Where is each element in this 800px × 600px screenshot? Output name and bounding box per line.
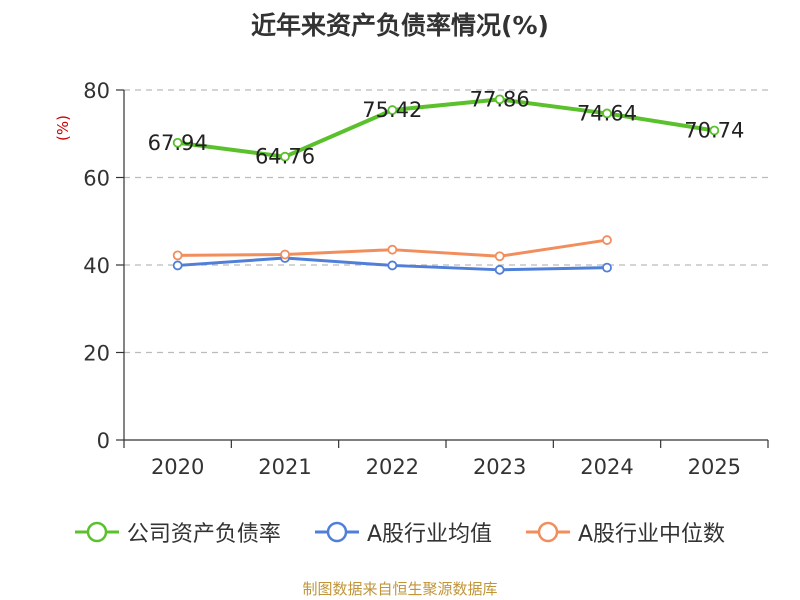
data-point — [172, 137, 183, 148]
data-point — [709, 125, 720, 136]
y-tick-label: 60 — [83, 167, 110, 191]
x-tick-label: 2025 — [688, 455, 741, 479]
chart-legend: 公司资产负债率 A股行业均值 A股行业中位数 — [0, 516, 800, 548]
legend-line-circle-icon — [526, 521, 570, 543]
y-tick-label: 40 — [83, 254, 110, 278]
data-label: 74.64 — [577, 101, 637, 125]
data-point — [494, 251, 505, 262]
y-tick-label: 0 — [97, 429, 110, 453]
legend-line-circle-icon — [314, 521, 359, 543]
data-label: 77.86 — [470, 87, 530, 111]
legend-label-industry-avg: A股行业均值 — [366, 522, 492, 547]
data-point — [280, 151, 290, 162]
y-tick-label: 20 — [83, 342, 110, 366]
data-point — [602, 108, 612, 119]
data-label: 67.94 — [148, 131, 208, 155]
legend-item-industry-median[interactable]: A股行业中位数 — [526, 516, 725, 548]
data-point — [387, 105, 398, 115]
legend-item-company[interactable]: 公司资产负债率 — [74, 516, 281, 548]
legend-label-company: 公司资产负债率 — [126, 522, 281, 547]
legend-label-industry-median: A股行业中位数 — [578, 522, 726, 547]
chart-title: 近年来资产负债率情况(%) — [251, 11, 549, 40]
x-tick-label: 2024 — [580, 455, 633, 479]
y-axis-label: (%) — [54, 115, 72, 141]
data-point — [494, 264, 505, 275]
data-point — [387, 260, 398, 271]
series-line-0 — [177, 97, 715, 159]
x-tick-label: 2020 — [151, 455, 204, 479]
data-point — [602, 262, 612, 273]
data-label: 64.76 — [255, 145, 315, 169]
data-point — [494, 94, 505, 105]
x-tick-label: 2021 — [258, 455, 311, 479]
data-label: 70.74 — [684, 119, 744, 143]
data-point — [387, 244, 398, 255]
data-point — [280, 249, 290, 260]
data-source-note: 制图数据来自恒生聚源数据库 — [302, 580, 498, 598]
data-point — [172, 250, 183, 261]
data-point — [172, 260, 183, 271]
data-label: 75.42 — [362, 98, 422, 122]
legend-item-industry-avg[interactable]: A股行业均值 — [314, 516, 492, 548]
y-tick-label: 80 — [83, 79, 110, 103]
x-tick-label: 2023 — [473, 455, 526, 479]
data-point — [602, 235, 612, 245]
x-tick-label: 2022 — [366, 455, 419, 479]
legend-line-circle-icon — [74, 521, 119, 543]
